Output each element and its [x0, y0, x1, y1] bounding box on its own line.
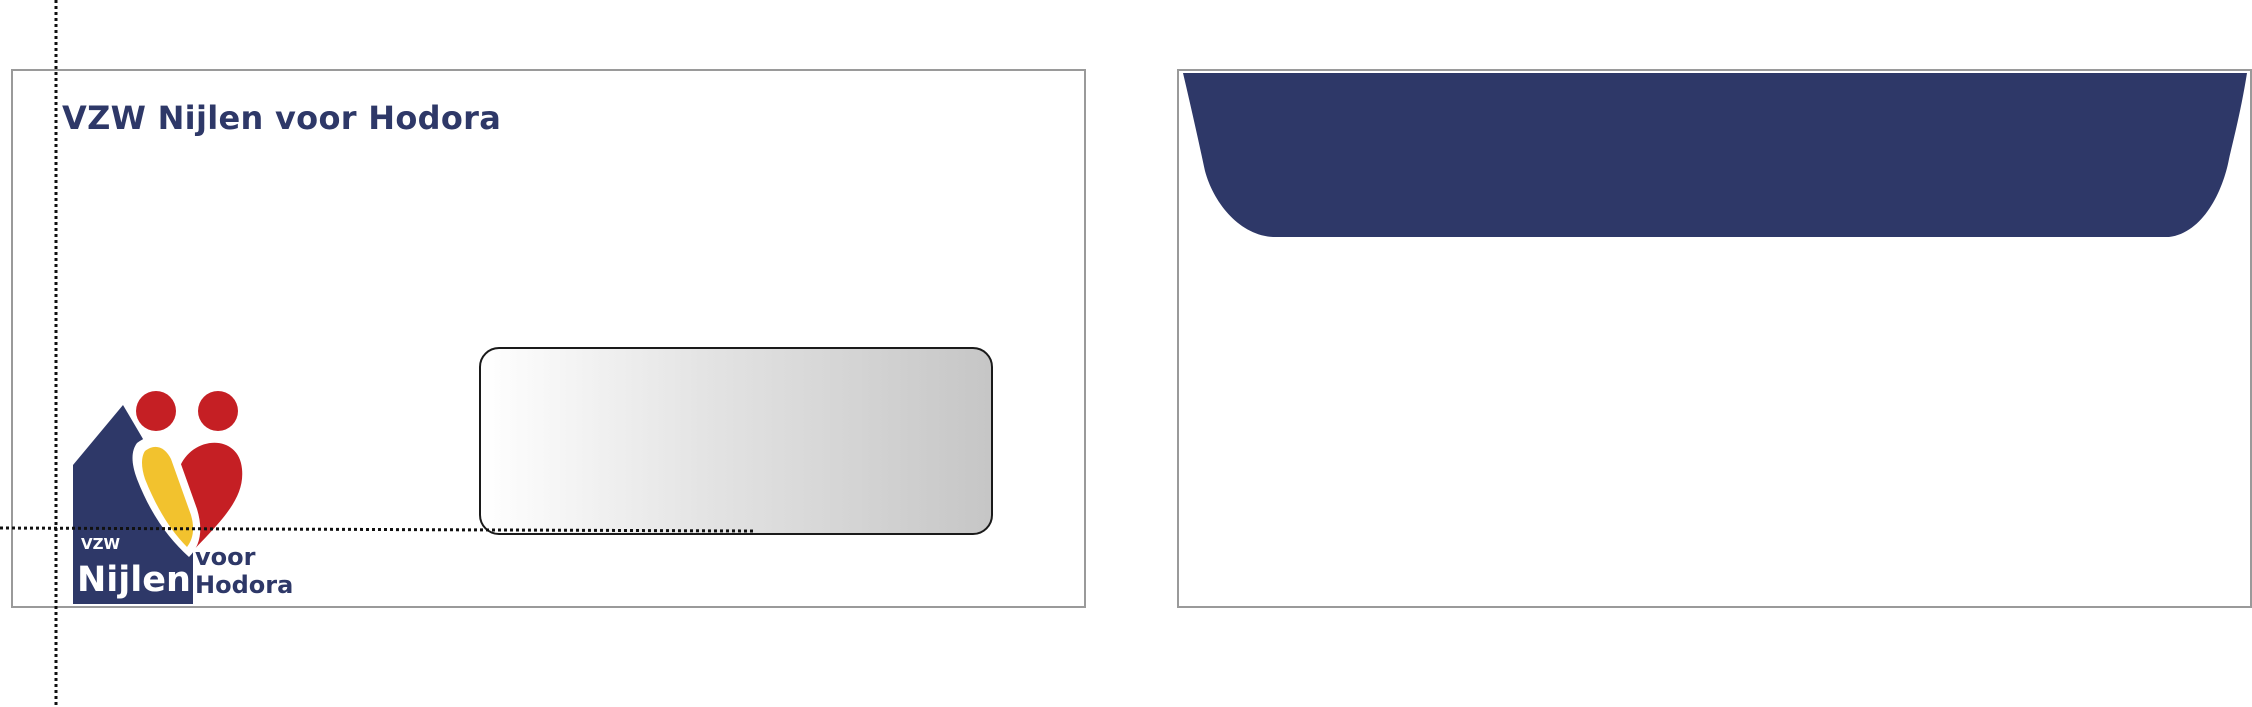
logo-voor-text: voor	[195, 543, 256, 571]
logo-house-roof-icon	[73, 405, 193, 604]
sender-name: VZW Nijlen voor Hodora	[62, 99, 502, 137]
envelope-flap	[1183, 73, 2247, 237]
logo-hodora-text: Hodora	[195, 571, 293, 599]
logo-person-head-icon	[136, 391, 176, 431]
envelope-back	[1177, 69, 2252, 608]
organization-logo: VZW Nijlen voor Hodora	[61, 319, 311, 609]
envelope-front: VZW Nijlen voor Hodora VZW Nijlen voor H…	[11, 69, 1086, 608]
address-window	[479, 347, 993, 535]
logo-mark-icon: VZW Nijlen voor Hodora	[73, 391, 293, 604]
logo-person-head-icon-2	[198, 391, 238, 431]
logo-nijlen-text: Nijlen	[77, 560, 191, 600]
logo-vzw-text: VZW	[81, 535, 120, 553]
